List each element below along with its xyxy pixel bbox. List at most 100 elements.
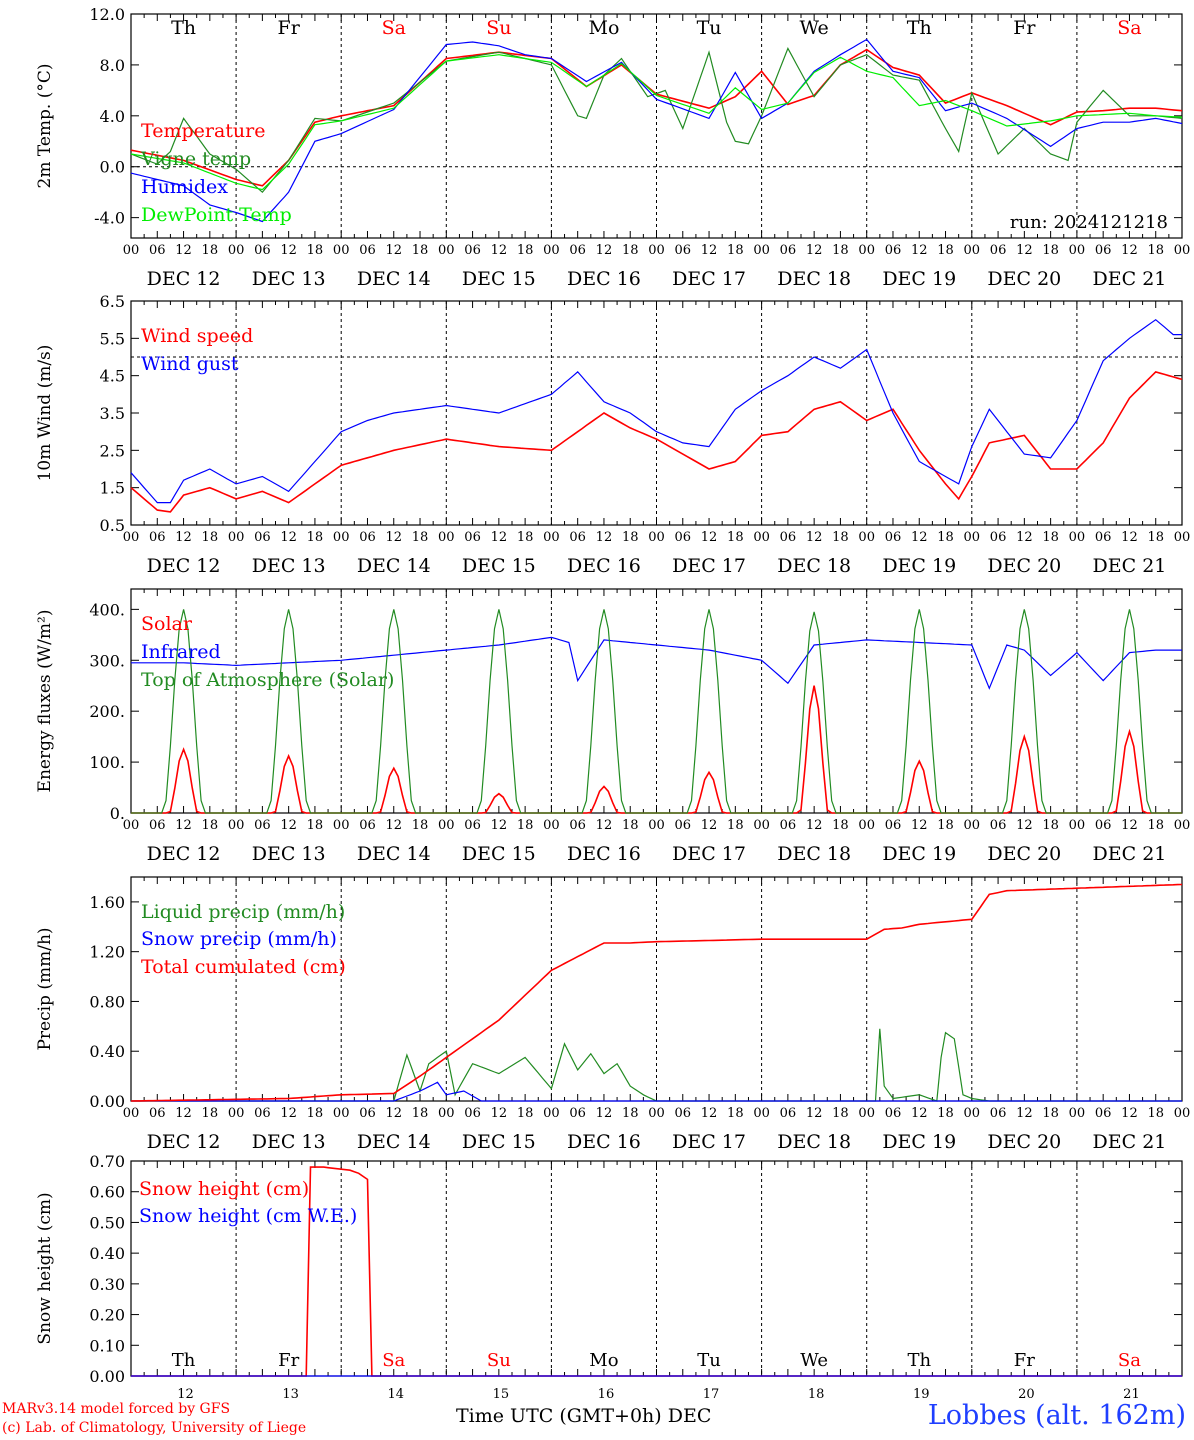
y-tick-label: 0.50 [89,1213,125,1232]
hour-label: 18 [937,243,954,258]
hour-label: 06 [780,243,797,258]
hour-label: 00 [1069,818,1086,833]
hour-label: 06 [464,1106,481,1121]
hour-label: 00 [858,243,875,258]
hour-label: 12 [701,243,718,258]
day-name: Th [171,17,196,39]
legend-entry: Snow height (cm W.E.) [139,1205,357,1227]
model-credit: MARv3.14 model forced by GFS [2,1401,231,1417]
series-line [130,318,1182,504]
y-tick-label: 12.0 [89,5,125,24]
y-tick-label: 0.5 [100,516,125,535]
hour-label: 12 [911,818,928,833]
hour-label: 00 [333,1106,350,1121]
hour-label: 18 [727,243,744,258]
hour-label: 06 [885,530,902,545]
hour-label: 18 [832,1106,849,1121]
hour-label: 12 [280,1106,297,1121]
date-label: DEC 17 [672,268,746,290]
hour-label: 00 [648,243,665,258]
hour-label: 18 [517,818,534,833]
hour-label: 00 [543,243,560,258]
hour-label: 00 [333,818,350,833]
hour-label: 00 [753,818,770,833]
hour-label: 00 [753,530,770,545]
day-name: Sa [382,1350,405,1371]
day-number: 13 [282,1387,299,1400]
hour-label: 00 [753,243,770,258]
hour-label: 06 [569,530,586,545]
hour-label: 18 [1147,818,1164,833]
hour-label: 12 [175,1106,192,1121]
day-name: Th [172,1350,196,1371]
hour-label: 00 [648,1106,665,1121]
hour-label: 06 [254,818,271,833]
date-label: DEC 21 [1093,1131,1167,1153]
hour-label: 12 [385,243,402,258]
series-line [130,883,1183,1102]
hour-label: 00 [1174,243,1191,258]
date-label: DEC 14 [357,268,431,290]
hour-label: 06 [1095,530,1112,545]
legend-entry: Wind speed [141,325,253,347]
hour-label: 18 [307,1106,324,1121]
date-label: DEC 15 [462,843,536,865]
hour-label: 06 [780,530,797,545]
hour-label: 12 [911,243,928,258]
y-tick-label: 0.00 [89,1367,125,1386]
date-label: DEC 13 [252,268,326,290]
y-tick-label: 5.5 [100,329,125,348]
hour-label: 06 [885,818,902,833]
series-line [131,1081,1182,1102]
y-tick-label: 0.30 [89,1275,125,1294]
hour-label: 00 [123,818,140,833]
hour-label: 18 [937,530,954,545]
hour-label: 18 [937,1106,954,1121]
day-name: Mo [589,1350,618,1371]
hour-label: 00 [438,1106,455,1121]
hour-label: 06 [990,1106,1007,1121]
day-number: 18 [808,1387,825,1400]
hour-label: 12 [385,1106,402,1121]
hour-label: 00 [858,1106,875,1121]
hour-label: 06 [780,1106,797,1121]
hour-label: 18 [202,818,219,833]
day-name: Sa [1117,17,1141,39]
hour-label: 12 [1121,1106,1138,1121]
hour-label: 06 [1095,1106,1112,1121]
y-tick-label: 4.0 [100,107,125,126]
hour-label: 06 [569,818,586,833]
hour-label: 12 [911,530,928,545]
hour-label: 12 [175,818,192,833]
hour-label: 18 [727,530,744,545]
hour-label: 12 [1121,243,1138,258]
hour-label: 18 [517,530,534,545]
hour-label: 12 [806,530,823,545]
date-label: DEC 15 [462,555,536,577]
date-label: DEC 20 [987,1131,1061,1153]
hour-label: 18 [1147,530,1164,545]
date-label: DEC 14 [357,843,431,865]
y-tick-label: 0.60 [89,1183,125,1202]
hour-label: 06 [359,530,376,545]
hour-label: 18 [1042,243,1059,258]
y-tick-label: 6.5 [100,292,125,311]
series-line [130,38,1183,223]
hour-label: 18 [307,818,324,833]
hour-label: 12 [596,530,613,545]
date-label: DEC 16 [567,555,641,577]
day-name: Th [907,1350,931,1371]
hour-label: 12 [596,1106,613,1121]
hour-label: 06 [780,818,797,833]
hour-label: 18 [517,1106,534,1121]
hour-label: 12 [1016,1106,1033,1121]
hour-label: 06 [569,243,586,258]
y-axis-label: 10m Wind (m/s) [35,345,55,482]
date-label: DEC 18 [777,555,851,577]
y-tick-label: 1.20 [89,943,125,962]
legend-entry: Vigne temp [140,148,251,170]
date-label: DEC 14 [357,555,431,577]
hour-label: 18 [307,530,324,545]
legend-entry: DewPoint Temp [141,204,292,226]
y-tick-label: 8.0 [100,56,125,75]
